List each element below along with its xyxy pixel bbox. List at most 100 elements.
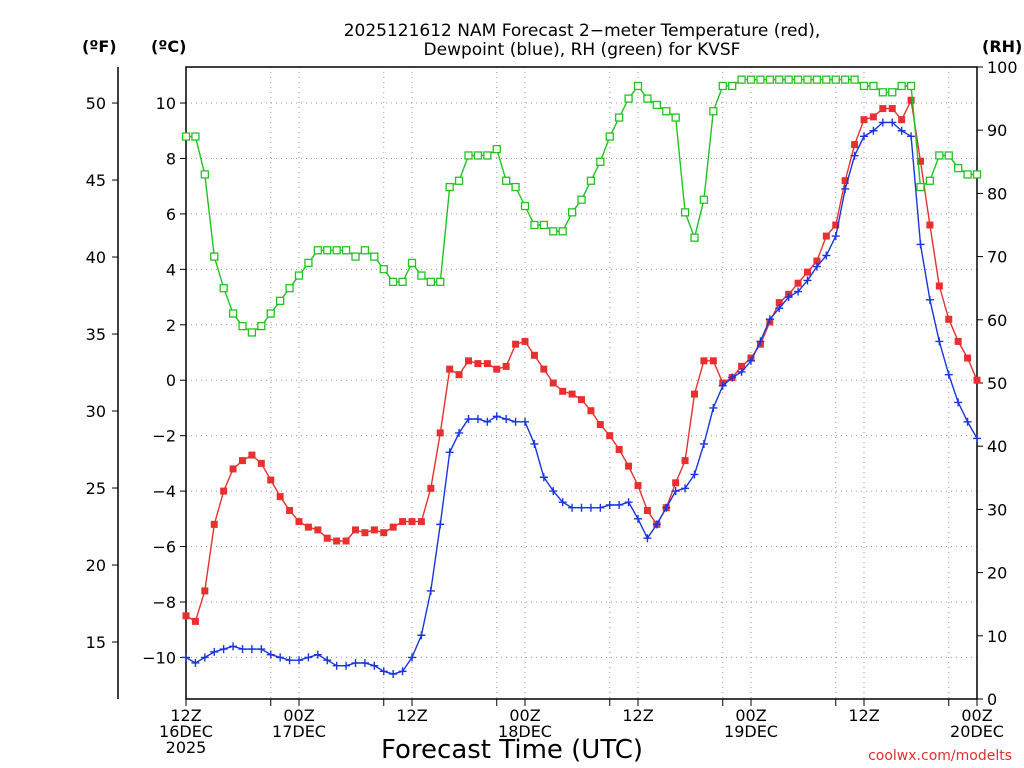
dewpoint-point (530, 439, 539, 448)
rh-point (454, 176, 464, 185)
rh-point (266, 309, 275, 318)
rh-point (888, 88, 897, 97)
rh-tick-label: 80 (987, 184, 1007, 203)
x-tick-label: 00Z (283, 706, 314, 725)
2-meter-temperature-point (493, 365, 501, 373)
dewpoint-point (803, 276, 812, 285)
dewpoint-point (266, 650, 275, 659)
dewpoint-point (963, 417, 972, 426)
rh-point (304, 258, 313, 268)
fahrenheit-tick-label: 40 (86, 248, 106, 267)
2-meter-temperature-point (888, 105, 896, 113)
rh-tick-label: 60 (987, 311, 1007, 330)
2-meter-temperature-point (483, 360, 491, 368)
dewpoint-point (634, 514, 642, 523)
2-meter-temperature-point (370, 526, 378, 534)
rh-point (502, 176, 511, 185)
2-meter-temperature-point (869, 113, 877, 121)
2-meter-temperature-point (559, 387, 567, 395)
celsius-tick-label: −6 (152, 538, 176, 557)
2-meter-temperature-point (738, 362, 746, 370)
celsius-unit-label: (ºC) (151, 37, 186, 56)
x-tick-label: 18DEC (498, 722, 552, 741)
2-meter-temperature-point (220, 487, 228, 495)
rh-point (737, 75, 746, 84)
celsius-tick-label: 4 (166, 260, 176, 279)
dewpoint-point (850, 151, 859, 160)
rh-point (285, 284, 294, 293)
dewpoint-point (295, 656, 303, 665)
2-meter-temperature-point (973, 376, 981, 384)
rh-tick-label: 100 (987, 58, 1018, 77)
rh-point (662, 107, 671, 116)
2-meter-temperature-point (427, 484, 435, 492)
2-meter-temperature-point (352, 526, 359, 534)
2-meter-temperature-point (841, 177, 849, 185)
x-axis-title: Forecast Time (UTC) (381, 735, 643, 765)
celsius-tick-label: 8 (166, 149, 176, 168)
dewpoint-point (229, 642, 238, 651)
dewpoint-point (558, 498, 567, 507)
rh-point (360, 246, 370, 255)
dewpoint-point (888, 118, 897, 127)
rh-point (822, 75, 831, 84)
dewpoint-point (521, 417, 529, 426)
rh-point (596, 157, 605, 166)
rh-point (323, 246, 332, 255)
dewpoint-point (925, 295, 934, 304)
rh-point (916, 182, 925, 192)
dewpoint-point (586, 503, 595, 512)
dewpoint-point (247, 645, 256, 654)
rh-point (341, 246, 351, 255)
2-meter-temperature-point (191, 617, 199, 625)
dewpoint-point (511, 417, 520, 426)
dewpoint-point (464, 415, 473, 424)
rh-point (577, 195, 586, 204)
x-tick-label: 00Z (509, 706, 540, 725)
rh-point (586, 176, 596, 185)
rh-point (228, 309, 238, 318)
dewpoint-point (596, 503, 605, 512)
fahrenheit-unit-label: (ºF) (82, 37, 117, 56)
x-tick-label: 12Z (848, 706, 879, 725)
dewpoint-point (728, 373, 737, 382)
dewpoint-point (370, 661, 379, 670)
2-meter-temperature-point (304, 523, 312, 531)
rh-point (492, 145, 501, 154)
rh-point (718, 81, 727, 91)
rh-tick-label: 0 (987, 690, 997, 709)
dewpoint-point (389, 670, 398, 679)
2-meter-temperature-point (361, 529, 369, 537)
fahrenheit-tick-label: 15 (86, 633, 106, 652)
rh-point (869, 81, 878, 91)
2-meter-temperature-point (342, 537, 350, 545)
rh-point (219, 284, 228, 293)
dewpoint-point (436, 520, 445, 529)
rh-point (963, 170, 972, 179)
x-tick-label: 00Z (961, 706, 992, 725)
2-meter-temperature-point (286, 507, 294, 515)
dewpoint-point (210, 647, 219, 656)
x-tick-label: 12Z (622, 706, 653, 725)
rh-point (351, 252, 360, 261)
rh-point (680, 208, 690, 217)
fahrenheit-tick-label: 50 (86, 94, 106, 113)
dewpoint-point (342, 661, 351, 670)
dewpoint-point (549, 487, 558, 496)
dewpoint-point (718, 381, 727, 390)
rh-point (831, 75, 840, 84)
dewpoint-point (671, 487, 680, 496)
2-meter-temperature-point (634, 482, 642, 490)
dewpoint-point (681, 484, 690, 493)
dewpoint-point (756, 337, 765, 346)
celsius-tick-label: −4 (152, 482, 176, 501)
x-tick-label: 2025 (166, 738, 207, 757)
2-meter-temperature-point (512, 340, 520, 348)
rh-point (944, 151, 953, 160)
rh-point (313, 246, 322, 255)
rh-point (257, 321, 266, 331)
2-meter-temperature-point (643, 507, 651, 515)
2-meter-temperature-point (248, 451, 256, 459)
dewpoint-point (191, 658, 200, 667)
